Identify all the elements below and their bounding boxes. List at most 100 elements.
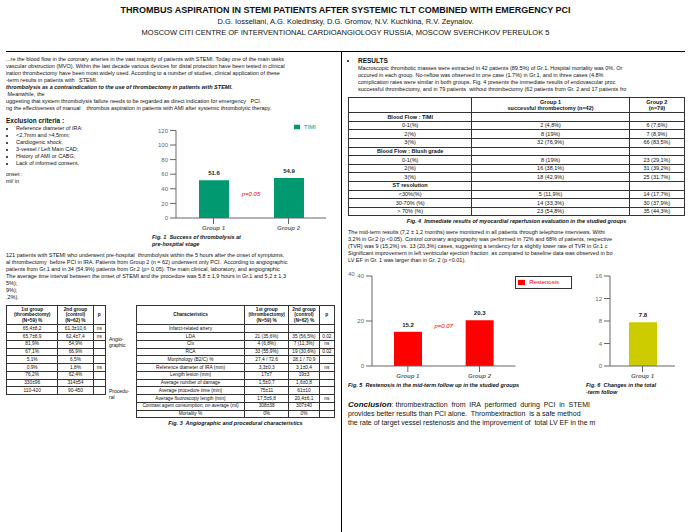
html-text:30 (37,9%): 30 (37,9%) bbox=[643, 199, 671, 206]
html-text:...re the blood flow in the co: ...re the blood flow in the coronary art… bbox=[6, 56, 285, 62]
html-text:MOSCOW CITI CENTRE OF INTERVEN: MOSCOW CITI CENTRE OF INTERVENTIONAL CAR… bbox=[141, 28, 550, 37]
html-text:35 (44,3%): 35 (44,3%) bbox=[643, 208, 671, 215]
html-text:Lack of informed consent.: Lack of informed consent. bbox=[16, 160, 79, 166]
html-text:Reference diameter of IRA:: Reference diameter of IRA: bbox=[16, 125, 83, 131]
html-text:Fig. 5 Restenosis in the mid-t: Fig. 5 Restenosis in the mid-term follow… bbox=[348, 382, 520, 389]
html-text:Meanwhile, the: Meanwhile, the bbox=[6, 91, 45, 97]
svg-text:0: 0 bbox=[165, 215, 169, 221]
html-text:30-70% (%): 30-70% (%) bbox=[395, 199, 425, 206]
svg-text:54.9: 54.9 bbox=[283, 168, 295, 174]
html-text:The mid-term results (7,2 ± 1,: The mid-term results (7,2 ± 1,2 months) … bbox=[348, 229, 605, 236]
html-text:7 (8,9%): 7 (8,9%) bbox=[646, 130, 668, 137]
html-text:2nd group (control) (N=62) %: 2nd group (control) (N=62) % bbox=[292, 306, 316, 323]
svg-text:Group 1: Group 1 bbox=[202, 225, 226, 231]
html-text:2(%): 2(%) bbox=[404, 130, 416, 137]
svg-text:20: 20 bbox=[357, 318, 364, 324]
svg-text:12: 12 bbox=[595, 296, 602, 302]
svg-text:120: 120 bbox=[158, 128, 169, 134]
html-text:the rate of target vessel rest: the rate of target vessel restenosis and… bbox=[348, 419, 596, 427]
html-text:40: 40 bbox=[348, 271, 355, 278]
html-text:2nd group (control) (N=62) %: 2nd group (control) (N=62) % bbox=[63, 306, 88, 323]
svg-text:p=0.07: p=0.07 bbox=[433, 323, 453, 329]
svg-text:7.8: 7.8 bbox=[639, 312, 648, 318]
html-text:6 (7,6%): 6 (7,6%) bbox=[646, 122, 668, 129]
svg-text:80: 80 bbox=[161, 157, 168, 163]
svg-text:15.2: 15.2 bbox=[402, 322, 414, 328]
html-text:2(%): 2(%) bbox=[404, 165, 416, 172]
svg-text:16: 16 bbox=[595, 273, 602, 279]
html-text:THROMBUS ASPIRATION IN STEMI P: THROMBUS ASPIRATION IN STEMI PATIENTS AF… bbox=[120, 5, 571, 15]
html-text:8 (19%): 8 (19%) bbox=[540, 130, 561, 137]
svg-text:0: 0 bbox=[599, 363, 603, 369]
html-text:Exclusion criteria :: Exclusion criteria : bbox=[6, 117, 65, 124]
svg-text:51.6: 51.6 bbox=[208, 170, 220, 176]
html-text:3-vessel / Left Main CAD;: 3-vessel / Left Main CAD; bbox=[16, 146, 79, 152]
svg-text:40: 40 bbox=[161, 186, 168, 192]
html-text:Fig. 6 Changes in the total -t: Fig. 6 Changes in the total -term follow bbox=[586, 382, 656, 396]
svg-text:Group 2: Group 2 bbox=[468, 374, 492, 380]
html-text:-term results in patients with: -term results in patients with STEMI. bbox=[6, 77, 98, 83]
html-text:Restenosis: Restenosis bbox=[529, 279, 559, 286]
html-text:3(%): 3(%) bbox=[404, 173, 416, 180]
html-text:onset :: onset : bbox=[6, 171, 23, 177]
html-text:Blood Flow : TIMI: Blood Flow : TIMI bbox=[387, 113, 433, 120]
svg-text:100: 100 bbox=[158, 142, 169, 148]
html-text:Cardiogenic shock;: Cardiogenic shock; bbox=[16, 139, 63, 145]
svg-text:Group 1: Group 1 bbox=[631, 374, 655, 380]
html-text:provides better results than P: provides better results than PCI alone. … bbox=[348, 410, 581, 418]
html-text:ng the effectiveness of manual: ng the effectiveness of manual thrombus … bbox=[6, 105, 272, 111]
html-text:3(%): 3(%) bbox=[404, 139, 416, 146]
html-text:ml/ in: ml/ in bbox=[6, 178, 20, 184]
html-text:TIMI: TIMI bbox=[304, 124, 316, 130]
html-text:1st group (thrombectomy) (N=59: 1st group (thrombectomy) (N=59) % bbox=[248, 306, 285, 323]
svg-text:8: 8 bbox=[599, 318, 603, 324]
html-text:RESULTS: RESULTS bbox=[358, 57, 388, 64]
html-text:iration thrombectomy have been: iration thrombectomy have been most wide… bbox=[6, 70, 280, 76]
html-text:D.G. Iosseliani, A.G. Koledins: D.G. Iosseliani, A.G. Koledinsky, D.G. G… bbox=[217, 17, 474, 26]
html-text:23 (29,1%): 23 (29,1%) bbox=[643, 156, 671, 163]
html-text:2 (4,8%): 2 (4,8%) bbox=[540, 122, 561, 129]
html-text:0-1(%): 0-1(%) bbox=[401, 156, 419, 163]
html-text:Fig. 4 Immediate results of my: Fig. 4 Immediate results of myocardial r… bbox=[406, 218, 627, 225]
html-text:LV EF in Gr. 1 was larger than: LV EF in Gr. 1 was larger than in Gr. 2 … bbox=[348, 257, 466, 264]
html-text:Blood Flow : Blush grade: Blood Flow : Blush grade bbox=[377, 148, 444, 155]
html-text:Conclusion: thrombextraction f: Conclusion: thrombextraction from IRA pe… bbox=[348, 400, 590, 410]
html-text:uggesting that system thrombol: uggesting that system thrombolysis failu… bbox=[6, 98, 262, 104]
html-text:thrombolysis as a contraindica: thrombolysis as a contraindication to th… bbox=[6, 84, 233, 90]
html-text:Significant improvement in lef: Significant improvement in left ventricu… bbox=[348, 250, 613, 257]
html-text:23 (54,8%): 23 (54,8%) bbox=[537, 208, 564, 215]
html-text:vascular obstruction (MVO). Wi: vascular obstruction (MVO). Within the l… bbox=[6, 63, 285, 69]
html-text:66 (83,5%): 66 (83,5%) bbox=[643, 139, 671, 146]
svg-text:40: 40 bbox=[357, 273, 364, 279]
html-text:> 70% (%): > 70% (%) bbox=[397, 208, 424, 215]
svg-text:4: 4 bbox=[599, 341, 603, 347]
html-text:Group 2 (n=79): Group 2 (n=79) bbox=[646, 98, 668, 112]
html-text:8 (19%): 8 (19%) bbox=[540, 156, 561, 163]
svg-text:20: 20 bbox=[161, 201, 168, 207]
html-text:16 (38,1%): 16 (38,1%) bbox=[537, 165, 564, 172]
svg-text:60: 60 bbox=[161, 171, 168, 177]
html-text:31 (39,2%): 31 (39,2%) bbox=[643, 165, 671, 172]
html-text:Procedu- ral: Procedu- ral bbox=[109, 388, 130, 401]
html-text:ST resolution: ST resolution bbox=[392, 182, 428, 189]
svg-text:p=0.05: p=0.05 bbox=[241, 191, 261, 197]
html-text:<2,7mm and >4,5mm;: <2,7mm and >4,5mm; bbox=[16, 132, 70, 138]
html-text:Group 1 successful thrombectom: Group 1 successful thrombectomy (n=42) bbox=[507, 98, 594, 112]
svg-text:Group 2: Group 2 bbox=[277, 225, 301, 231]
svg-text:0: 0 bbox=[361, 363, 365, 369]
html-text:Angio- graphic: Angio- graphic bbox=[109, 335, 126, 348]
html-text:18 (42,9%): 18 (42,9%) bbox=[537, 173, 564, 180]
html-text:32 (76,9%): 32 (76,9%) bbox=[537, 139, 564, 146]
html-text:(TVR) was 9 (15,2%) vs. 13 (20: (TVR) was 9 (15,2%) vs. 13 (20,3%) cases… bbox=[348, 243, 608, 250]
html-text:121 patients with STEMI who un: 121 patients with STEMI who underwent pr… bbox=[6, 252, 285, 258]
html-text:3,2% in Gr.2 (p <0.05). Contro: 3,2% in Gr.2 (p <0.05). Control coronary… bbox=[348, 236, 612, 243]
html-text:0-1(%): 0-1(%) bbox=[401, 122, 419, 129]
svg-text:20.3: 20.3 bbox=[474, 311, 486, 317]
html-text:Fig. 1 Success of thrombolysis: Fig. 1 Success of thrombolysis at pre-ho… bbox=[152, 234, 241, 247]
html-text:Fig. 3 Angiographic and proced: Fig. 3 Angiographic and procedural chara… bbox=[168, 420, 303, 427]
html-text:History of AMI or CABG;: History of AMI or CABG; bbox=[16, 153, 76, 159]
html-text:14 (33,3%): 14 (33,3%) bbox=[537, 199, 564, 206]
svg-text:Group 1: Group 1 bbox=[396, 374, 420, 380]
html-text:25 (31,7%): 25 (31,7%) bbox=[643, 173, 671, 180]
html-text:1st group (thrombectomy) (N=59: 1st group (thrombectomy) (N=59) % bbox=[13, 306, 51, 323]
